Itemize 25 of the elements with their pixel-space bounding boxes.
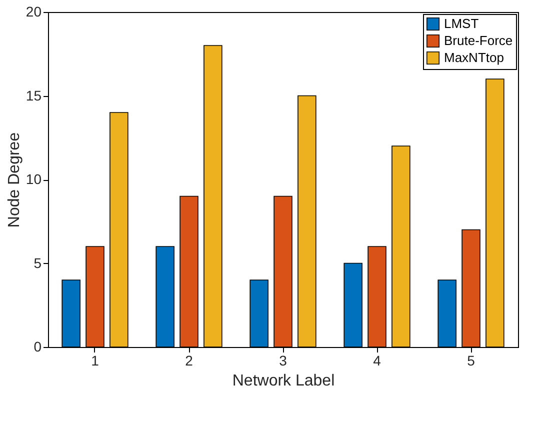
bar xyxy=(392,146,410,348)
legend-label: Brute-Force xyxy=(444,33,513,48)
bar xyxy=(298,95,316,348)
bar xyxy=(438,280,456,348)
y-tick-label: 10 xyxy=(26,171,42,187)
x-tick-label: 5 xyxy=(467,352,476,368)
x-tick-label: 1 xyxy=(91,352,100,368)
legend-label: MaxNTtop xyxy=(444,50,504,65)
bar xyxy=(250,280,268,348)
bar xyxy=(110,112,128,348)
bar xyxy=(156,246,174,348)
x-axis-title: Network Label xyxy=(232,372,335,390)
y-tick-label: 5 xyxy=(34,254,42,271)
x-tick-label: 3 xyxy=(279,352,288,368)
legend-label: LMST xyxy=(444,16,479,31)
y-tick-label: 15 xyxy=(26,87,42,104)
x-tick-label: 4 xyxy=(373,352,382,368)
x-tick-label: 2 xyxy=(185,352,194,368)
bar xyxy=(486,78,504,348)
bar xyxy=(344,262,362,348)
y-tick-label: 0 xyxy=(34,338,42,354)
bar xyxy=(62,280,80,348)
y-tick-label: 20 xyxy=(26,4,42,20)
y-axis-title: Node Degree xyxy=(6,132,23,228)
bar xyxy=(204,45,222,348)
